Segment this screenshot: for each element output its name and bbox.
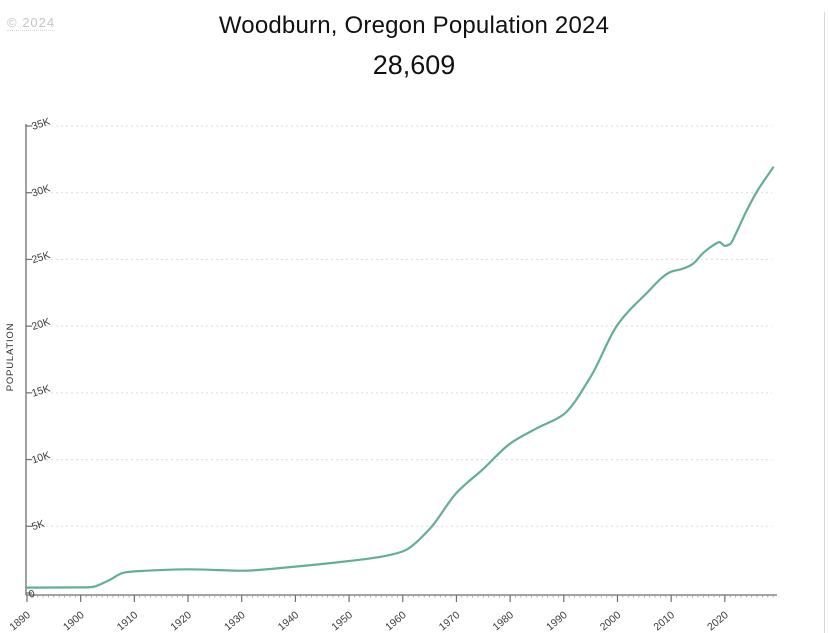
y-tick-label: 5K [30, 518, 46, 533]
x-tick-label: 1990 [544, 609, 570, 633]
grid-layer [26, 125, 772, 527]
x-tick-label: 1970 [437, 609, 463, 633]
y-tick-label: 35K [30, 116, 51, 133]
label-layer: 0 5K 10K 15K 20K 25K 30K 35K 1890 1900 1910 1920 193… [7, 116, 731, 633]
y-tick-label: 20K [30, 316, 51, 333]
x-tick-label: 1910 [115, 609, 141, 633]
population-current-value: 28,609 [372, 50, 456, 80]
x-tick-label: 1950 [329, 609, 355, 633]
y-tick-label: 30K [30, 182, 51, 199]
population-line-chart: 0 5K 10K 15K 20K 25K 30K 35K 1890 1900 1910 1920 193… [5, 116, 777, 633]
axis-layer [25, 124, 777, 602]
y-tick-label: 0 [27, 588, 36, 601]
x-tick-label: 1890 [7, 609, 33, 633]
y-tick-label: 10K [30, 449, 51, 466]
chart-header: Woodburn, Oregon Population 2024 28,609 [0, 12, 828, 81]
population-line[interactable] [25, 166, 775, 589]
x-tick-label: 1960 [383, 609, 409, 633]
series-layer [25, 166, 775, 589]
x-tick-label: 1930 [222, 609, 248, 633]
y-tick-label: 25K [30, 249, 51, 266]
x-tick-label: 1940 [276, 609, 302, 633]
x-tick-label: 1980 [490, 609, 516, 633]
chart-title: Woodburn, Oregon Population 2024 [218, 12, 610, 39]
y-axis-title: POPULATION [5, 323, 16, 392]
y-tick-label: 15K [30, 383, 51, 400]
copyright-watermark: © 2024 [7, 15, 56, 31]
window-edge-divider [824, 12, 825, 633]
x-tick-label: 2010 [651, 609, 677, 633]
x-tick-label: 2020 [705, 609, 731, 633]
x-tick-label: 1900 [61, 609, 87, 633]
x-tick-label: 1920 [168, 609, 194, 633]
x-tick-label: 2000 [598, 609, 624, 633]
